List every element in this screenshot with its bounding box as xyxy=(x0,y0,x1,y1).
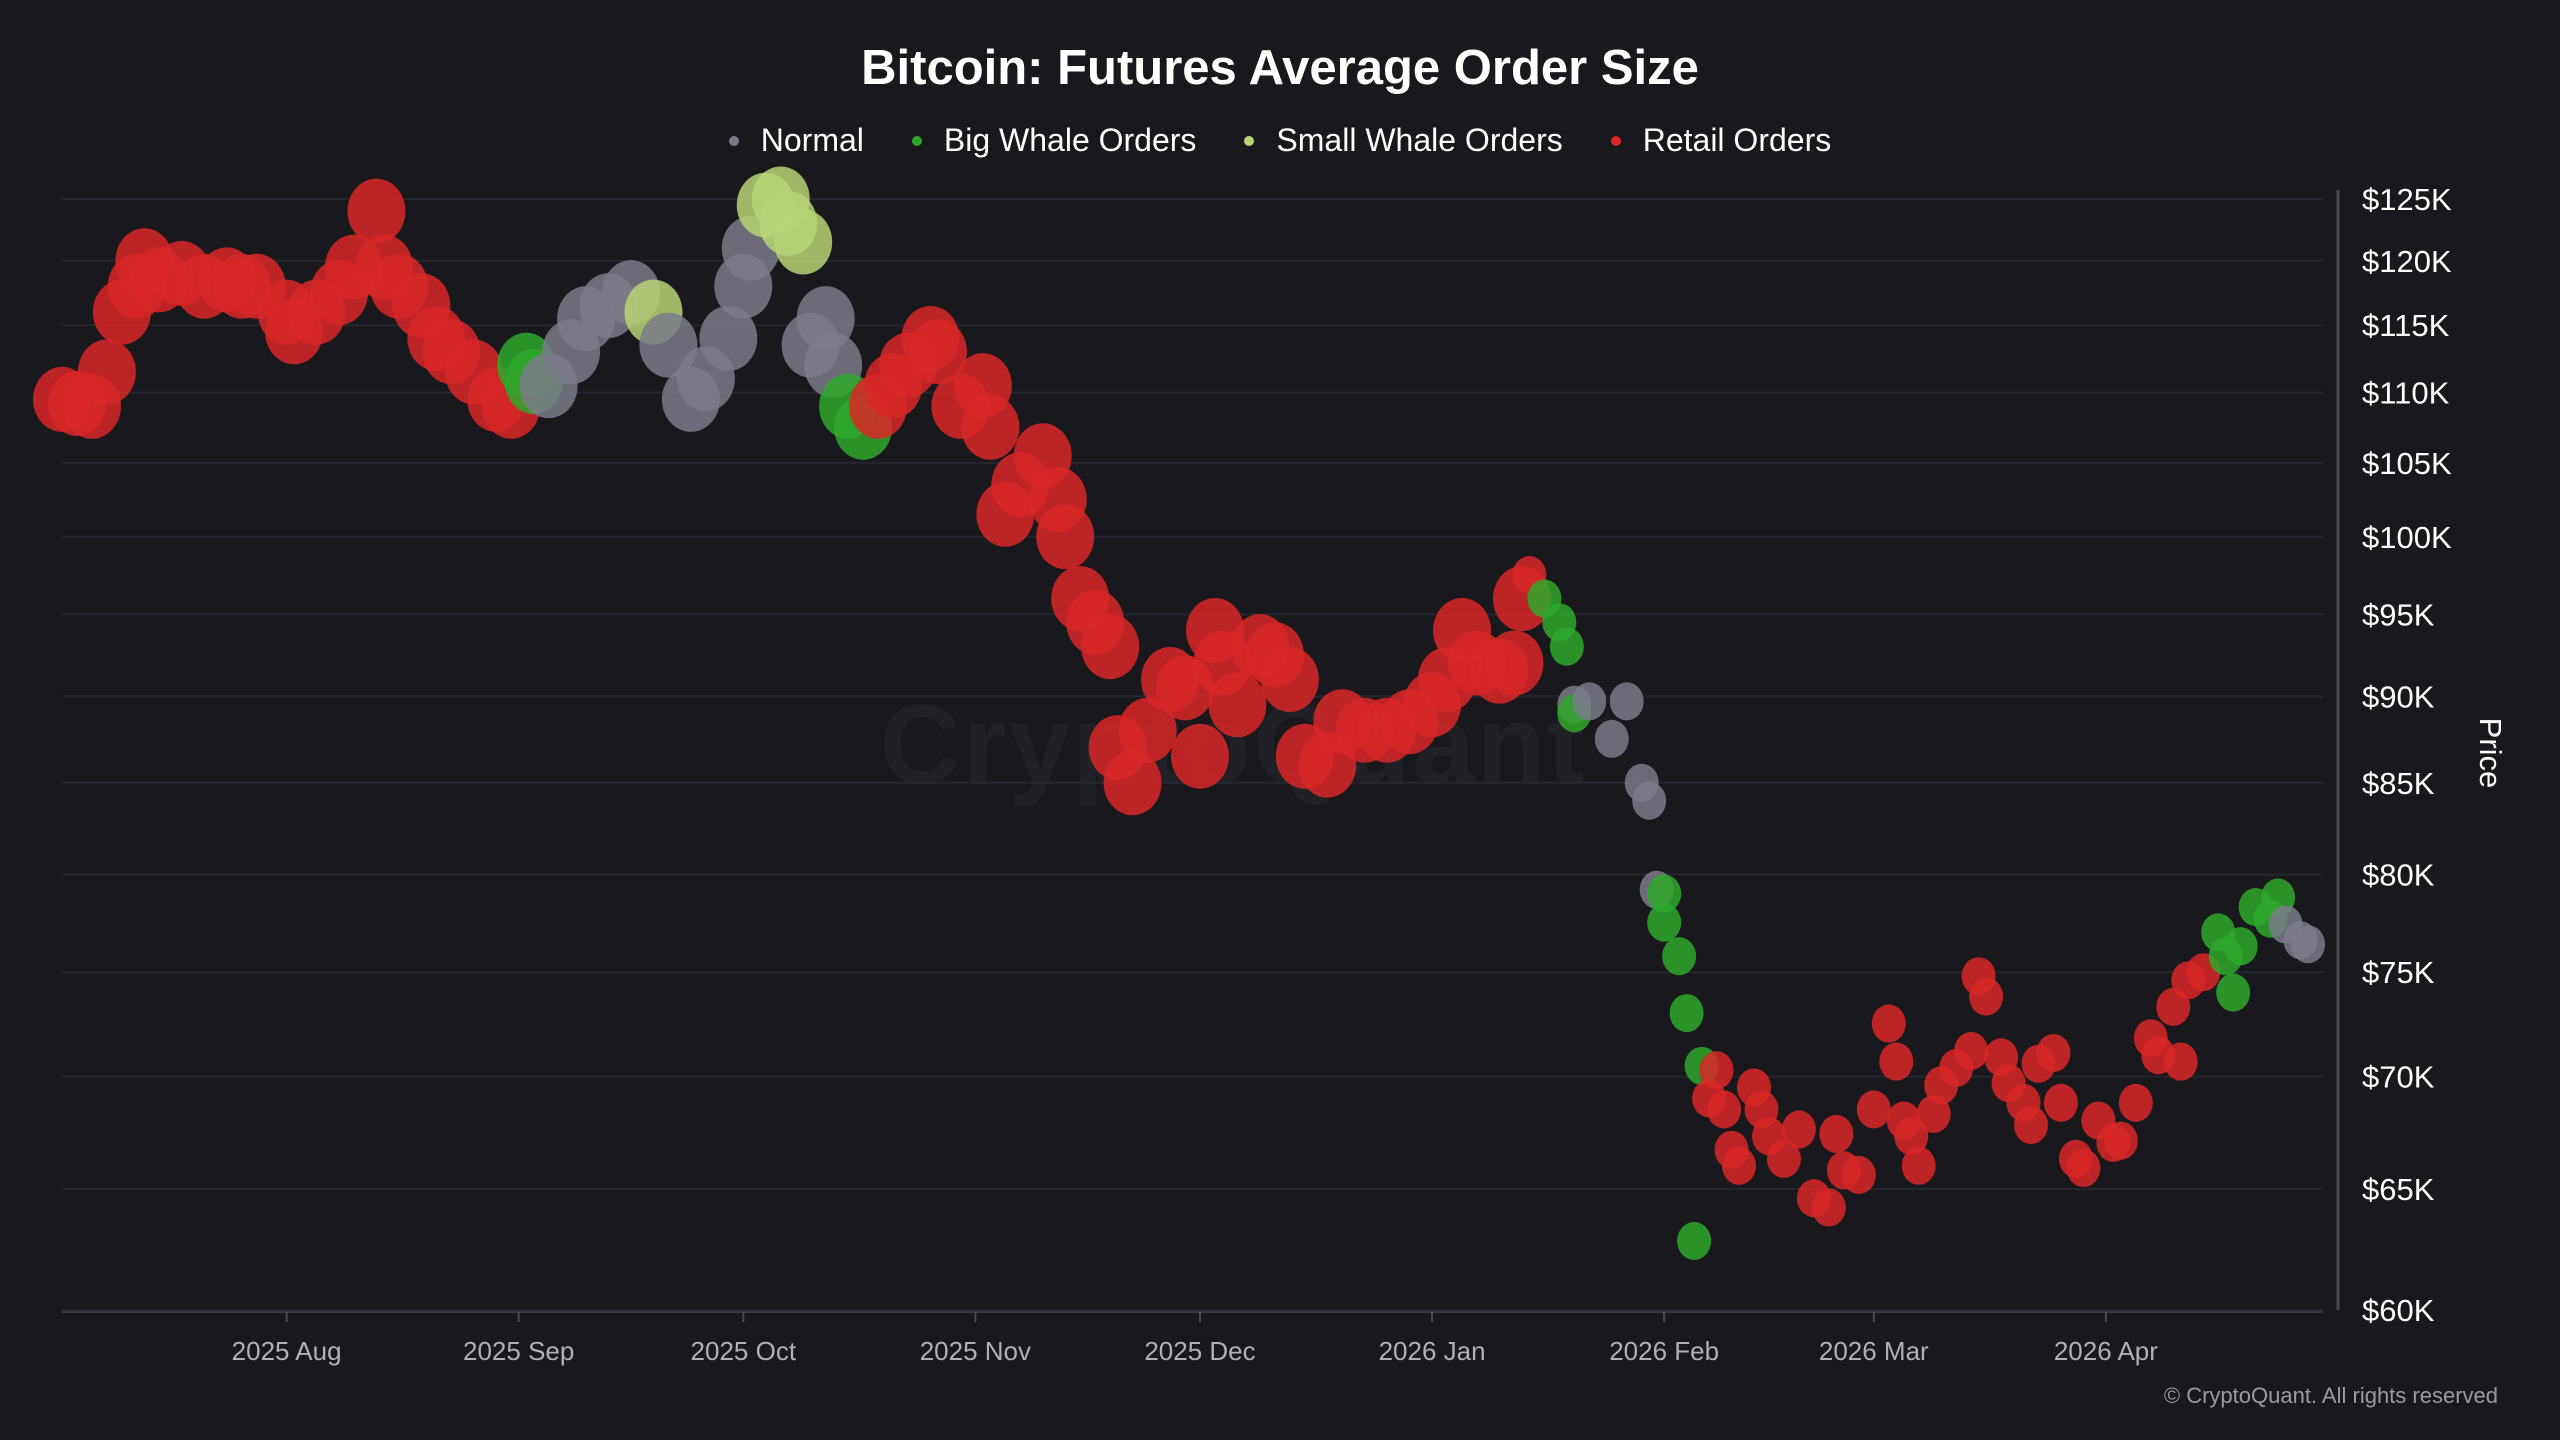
data-point-retail xyxy=(2163,1042,2198,1081)
data-point-retail xyxy=(1841,1155,1876,1194)
data-point-retail xyxy=(1260,647,1319,713)
legend: Normal Big Whale Orders Small Whale Orde… xyxy=(0,122,2560,159)
x-tick-label: 2026 Apr xyxy=(2054,1336,2158,1366)
data-point-retail xyxy=(961,394,1020,460)
data-point-retail xyxy=(1081,614,1140,680)
data-point-retail xyxy=(1901,1146,1936,1185)
data-point-retail xyxy=(77,339,136,405)
data-point-retail xyxy=(1916,1094,1951,1133)
legend-dot-icon xyxy=(728,135,739,146)
data-point-retail xyxy=(1208,672,1267,738)
y-tick-label: $105K xyxy=(2362,446,2452,481)
data-points xyxy=(33,166,2326,1260)
data-point-retail xyxy=(1118,697,1177,763)
legend-item-big-whale[interactable]: Big Whale Orders xyxy=(911,122,1197,159)
data-point-retail xyxy=(1856,1090,1891,1129)
x-tick-label: 2025 Sep xyxy=(463,1336,574,1366)
y-tick-label: $125K xyxy=(2362,182,2452,217)
data-point-big xyxy=(1647,874,1682,913)
legend-dot-icon xyxy=(911,135,922,146)
y-tick-label: $100K xyxy=(2362,520,2452,555)
y-tick-label: $70K xyxy=(2362,1060,2435,1095)
legend-dot-icon xyxy=(1610,135,1621,146)
legend-item-normal[interactable]: Normal xyxy=(728,122,864,159)
x-tick-label: 2026 Feb xyxy=(1609,1336,1719,1366)
data-point-big xyxy=(1677,1221,1712,1260)
legend-label: Small Whale Orders xyxy=(1276,122,1563,158)
legend-item-small-whale[interactable]: Small Whale Orders xyxy=(1244,122,1563,159)
y-tick-label: $80K xyxy=(2362,858,2435,893)
copyright: © CryptoQuant. All rights reserved xyxy=(2163,1383,2498,1408)
data-point-retail xyxy=(1170,723,1229,789)
data-point-retail xyxy=(1722,1146,1757,1185)
x-axis: 2025 Aug 2025 Sep 2025 Oct 2025 Nov 2025 Dec… xyxy=(62,1311,2323,1366)
data-point-retail xyxy=(1485,630,1544,696)
data-point-retail xyxy=(1036,504,1095,570)
y-tick-label: $60K xyxy=(2362,1293,2435,1328)
data-point-retail xyxy=(1819,1114,1854,1153)
x-tick-label: 2025 Aug xyxy=(232,1336,342,1366)
legend-dot-icon xyxy=(1244,135,1255,146)
data-point-big xyxy=(2216,973,2251,1012)
data-point-retail xyxy=(1871,1004,1906,1043)
data-point-retail xyxy=(347,178,406,244)
legend-label: Normal xyxy=(760,122,864,158)
data-point-big xyxy=(1662,937,1697,976)
y-tick-label: $65K xyxy=(2362,1172,2435,1207)
data-point-retail xyxy=(1781,1110,1816,1149)
data-point-retail xyxy=(2043,1083,2078,1122)
data-point-retail xyxy=(2118,1083,2153,1122)
data-point-big xyxy=(1669,994,1704,1033)
data-point-retail xyxy=(2036,1034,2071,1073)
x-tick-label: 2025 Nov xyxy=(920,1336,1031,1366)
x-tick-label: 2026 Mar xyxy=(1819,1336,1929,1366)
data-point-retail xyxy=(1954,1031,1989,1070)
data-point-retail xyxy=(1766,1139,1801,1178)
data-point-big xyxy=(2223,927,2258,966)
data-point-big xyxy=(1647,903,1682,942)
y-tick-label: $85K xyxy=(2362,766,2435,801)
data-point-normal xyxy=(699,305,758,371)
y-axis-label: Price xyxy=(2473,717,2508,789)
x-tick-label: 2026 Jan xyxy=(1379,1336,1486,1366)
data-point-retail xyxy=(908,319,967,385)
x-tick-label: 2025 Dec xyxy=(1144,1336,1255,1366)
data-point-normal xyxy=(2291,925,2326,964)
y-tick-label: $90K xyxy=(2362,679,2435,714)
x-tick-label: 2025 Oct xyxy=(691,1336,797,1366)
data-point-retail xyxy=(1879,1042,1914,1081)
legend-label: Big Whale Orders xyxy=(943,122,1197,158)
data-point-normal xyxy=(1572,682,1607,721)
data-point-normal xyxy=(1609,682,1644,721)
legend-label: Retail Orders xyxy=(1642,122,1832,158)
y-axis: $125K $120K $115K $110K $105K $100K $95K $90K $8… xyxy=(2336,182,2452,1328)
data-point-retail xyxy=(1707,1090,1742,1129)
data-point-retail xyxy=(1103,750,1162,816)
data-point-retail xyxy=(1969,977,2004,1016)
data-point-big xyxy=(1549,627,1584,666)
data-point-retail xyxy=(1699,1051,1734,1090)
y-tick-label: $75K xyxy=(2362,955,2435,990)
data-point-retail xyxy=(1811,1188,1846,1227)
data-point-retail xyxy=(1894,1117,1929,1156)
y-tick-label: $110K xyxy=(2362,375,2450,410)
y-tick-label: $115K xyxy=(2362,308,2450,343)
y-tick-label: $95K xyxy=(2362,597,2435,632)
data-point-retail xyxy=(2066,1148,2101,1188)
chart-title: Bitcoin: Futures Average Order Size xyxy=(861,41,1699,95)
data-point-normal xyxy=(1632,781,1667,820)
legend-item-retail[interactable]: Retail Orders xyxy=(1610,122,1832,159)
data-point-retail xyxy=(2014,1105,2049,1145)
data-point-retail xyxy=(2103,1121,2138,1160)
data-point-normal xyxy=(1594,719,1629,758)
y-tick-label: $120K xyxy=(2362,244,2452,279)
data-point-small xyxy=(774,209,833,275)
